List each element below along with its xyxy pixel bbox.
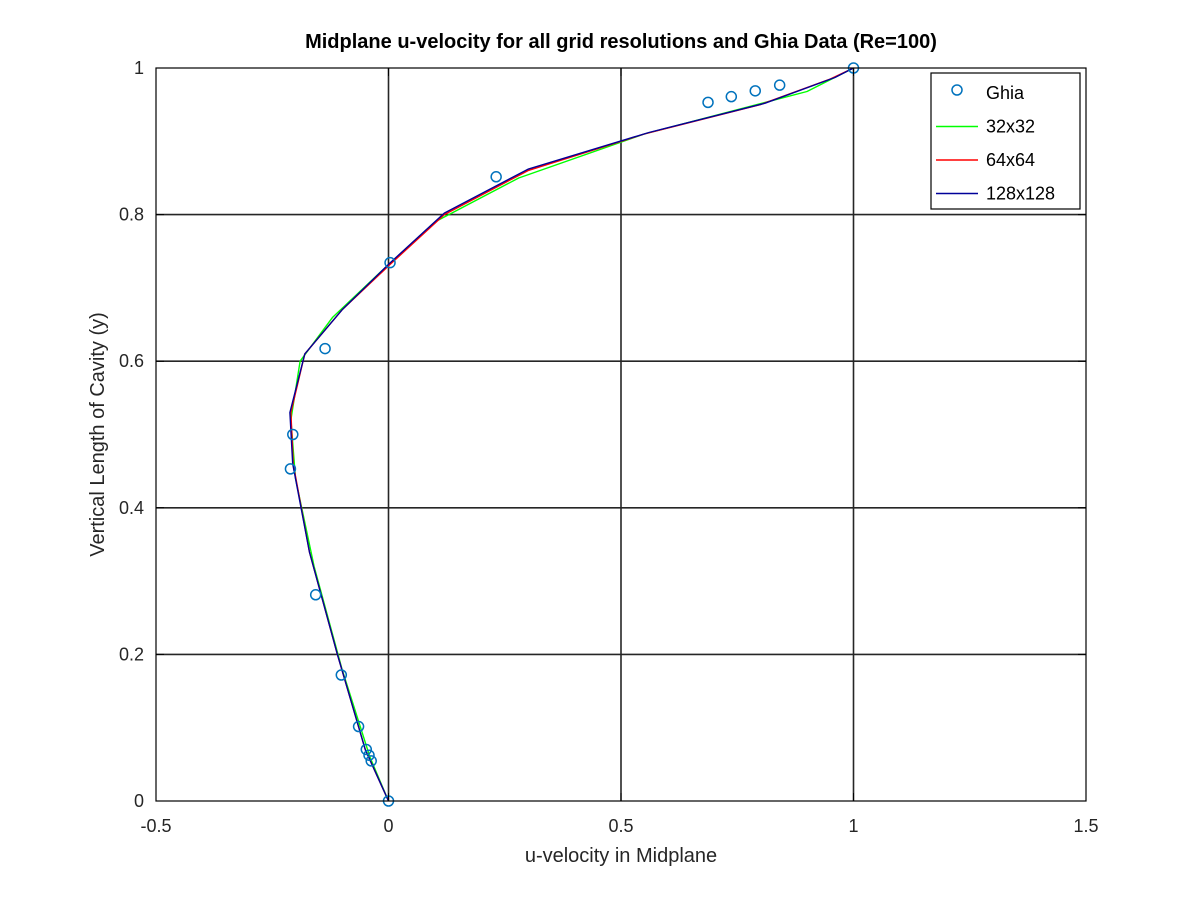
ghia-marker (725, 90, 738, 103)
legend-label: 128x128 (986, 184, 1055, 204)
legend-label: 64x64 (986, 150, 1035, 170)
ghia-marker (773, 79, 786, 91)
ghia-marker (352, 720, 365, 733)
ghia-marker (363, 749, 375, 761)
series-line-128x128 (289, 67, 854, 802)
ghia-marker (490, 171, 502, 183)
legend-marker-swatch (951, 84, 963, 96)
ticks: -0.5 0 0.5 1 1.5 0 0.2 0.4 0.6 0.8 1 (119, 58, 1099, 836)
x-tick-label: 1.5 (1073, 816, 1098, 836)
ghia-markers (284, 62, 860, 807)
y-tick-label: 0 (134, 791, 144, 811)
y-axis-label: Vertical Length of Cavity (y) (87, 312, 109, 557)
y-tick-label: 0.8 (119, 205, 144, 225)
ghia-marker (284, 463, 297, 475)
legend-label: Ghia (986, 83, 1025, 103)
x-tick-label: 0.5 (608, 816, 633, 836)
y-tick-label: 1 (134, 58, 144, 78)
y-tick-label: 0.4 (119, 498, 144, 518)
y-tick-label: 0.6 (119, 351, 144, 371)
ghia-marker (319, 342, 331, 355)
ghia-marker (360, 743, 373, 756)
legend-box (930, 72, 1081, 210)
x-tick-label: 0 (383, 816, 393, 836)
x-tick-label: -0.5 (140, 816, 171, 836)
chart-title: Midplane u-velocity for all grid resolut… (305, 31, 937, 53)
series-line-32x32 (290, 67, 854, 802)
ghia-marker (287, 428, 299, 441)
legend: Ghia 32x32 64x64 128x128 (930, 72, 1081, 210)
ghia-marker (365, 755, 377, 767)
ghia-marker (309, 589, 322, 601)
series-line-64x64 (290, 67, 854, 802)
ghia-marker (335, 669, 348, 681)
x-axis-label: u-velocity in Midplane (525, 845, 717, 867)
grid-lines (156, 68, 1086, 801)
ghia-marker (384, 256, 396, 269)
x-tick-label: 1 (848, 816, 858, 836)
ghia-marker (702, 96, 714, 109)
ghia-marker (749, 85, 762, 97)
series-lines (289, 67, 854, 802)
y-tick-label: 0.2 (119, 644, 144, 664)
legend-label: 32x32 (986, 117, 1035, 137)
